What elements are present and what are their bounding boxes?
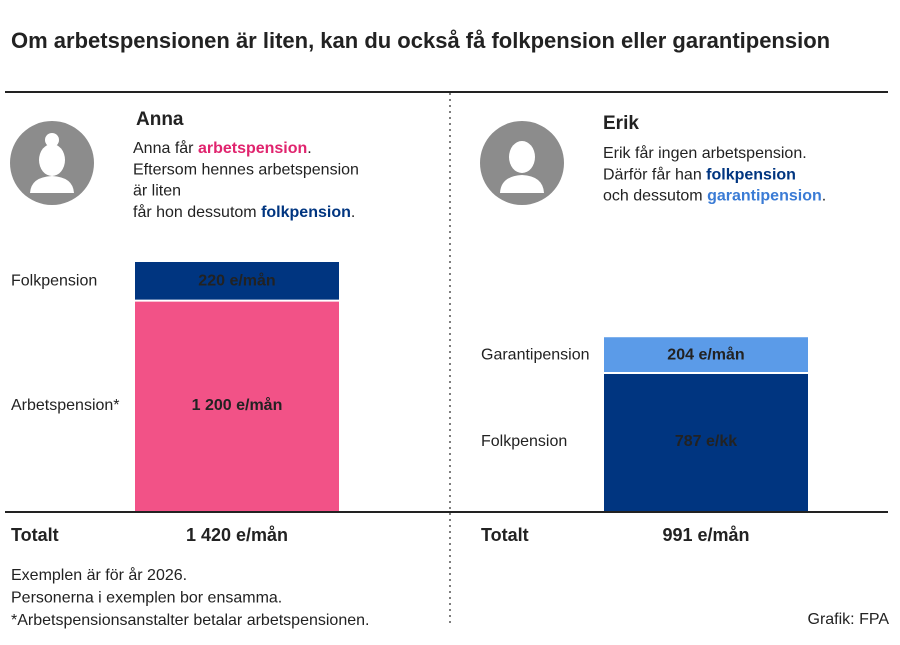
description-line: Anna får arbetspension. [133,139,312,157]
avatar-erik [480,121,564,205]
segment-name: Arbetspension* [11,397,120,414]
bar-segment [135,300,339,511]
description-line: får hon dessutom folkpension. [133,203,355,221]
credit: Grafik: FPA [808,611,890,628]
bar-segment [604,337,808,373]
segment-value-label: 787 e/kk [675,433,737,450]
title: Om arbetspensionen är liten, kan du ocks… [11,28,830,53]
person-name: Erik [603,113,639,134]
total-name: Totalt [481,525,529,545]
total-name: Totalt [11,525,59,545]
description-run: folkpension [706,167,796,184]
description-run: Erik får ingen arbetspension. [603,144,807,162]
segment-name: Garantipension [481,346,590,363]
description-run: är liten [133,183,181,200]
description-run: Därför får han [603,166,706,184]
segment-value-label: 1 200 e/mån [192,396,283,414]
footnote: Personerna i exemplen bor ensamma. [11,590,282,607]
segment-value-label: 220 e/mån [198,272,275,290]
description-line: och dessutom garantipension. [603,188,826,205]
description-run: Eftersom hennes arbetspension [133,162,359,179]
description-run: . [307,140,311,157]
description-run: arbetspension [198,140,307,157]
person-name: Anna [136,109,184,130]
footnote: *Arbetspensionsanstalter betalar arbetsp… [11,612,369,629]
footnote: Exemplen är för år 2026. [11,566,187,584]
description-run: garantipension [707,188,822,205]
segment-value-label: 204 e/mån [667,345,744,363]
description-line: Erik får ingen arbetspension. [603,144,807,162]
bar-segment [135,262,339,301]
description-line: Därför får han folkpension [603,166,796,184]
description-run: Anna får [133,139,198,157]
description-run: och dessutom [603,188,707,205]
segment-name: Folkpension [481,433,567,450]
description-run: . [822,188,826,205]
description-line: är liten [133,183,181,200]
description-run: folkpension [261,204,351,221]
bar-segment [604,372,808,511]
description-line: Eftersom hennes arbetspension [133,162,359,179]
description-run: får hon dessutom [133,203,261,221]
segment-name: Folkpension [11,273,97,290]
total-value: 1 420 e/mån [186,525,288,545]
total-value: 991 e/mån [662,525,749,545]
description-run: . [351,204,355,221]
avatar-anna [10,121,94,205]
